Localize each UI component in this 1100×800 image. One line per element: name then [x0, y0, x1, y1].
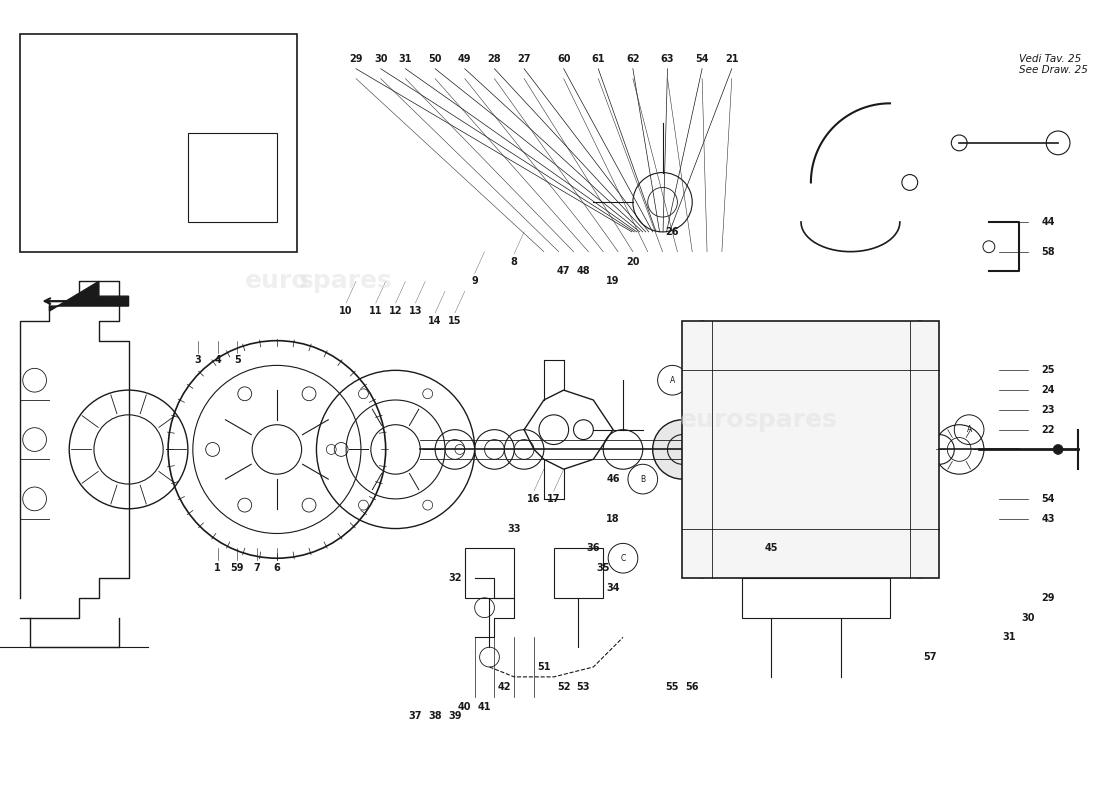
Text: 53: 53: [576, 682, 591, 692]
Text: 20: 20: [626, 257, 639, 266]
Text: 57: 57: [923, 652, 936, 662]
Text: 17: 17: [547, 494, 561, 504]
Bar: [20, 34, 297, 252]
Text: 54: 54: [695, 54, 708, 64]
Text: 27: 27: [517, 54, 531, 64]
Text: 24: 24: [1042, 385, 1055, 395]
Circle shape: [698, 327, 706, 334]
Text: 59: 59: [231, 563, 244, 573]
Text: 13: 13: [408, 306, 422, 316]
Circle shape: [1053, 445, 1063, 454]
Text: 6: 6: [274, 563, 280, 573]
Text: 25: 25: [1042, 366, 1055, 375]
Text: 50: 50: [428, 54, 442, 64]
Text: 58: 58: [1042, 246, 1055, 257]
Text: B: B: [640, 474, 646, 484]
Bar: [465, 548, 514, 598]
Text: 46: 46: [606, 474, 620, 484]
Text: 3: 3: [195, 355, 201, 366]
Text: 39: 39: [448, 711, 462, 722]
Text: spares: spares: [745, 408, 838, 432]
Text: 16: 16: [527, 494, 541, 504]
Text: 28: 28: [487, 54, 502, 64]
Bar: [553, 548, 603, 598]
Text: 45: 45: [764, 543, 778, 554]
Text: 11: 11: [368, 306, 383, 316]
Text: 2: 2: [205, 123, 211, 133]
Text: 36: 36: [586, 543, 601, 554]
Text: 29: 29: [1042, 593, 1055, 602]
Text: 48: 48: [576, 266, 591, 277]
Text: euro: euro: [244, 270, 309, 294]
Text: 14: 14: [428, 316, 442, 326]
Text: 4: 4: [214, 355, 221, 366]
Text: 34: 34: [606, 583, 620, 593]
Text: 62: 62: [626, 54, 639, 64]
Text: 29: 29: [349, 54, 363, 64]
Text: 22: 22: [1042, 425, 1055, 434]
Text: 9: 9: [471, 276, 478, 286]
Text: 52: 52: [557, 682, 571, 692]
Text: 51: 51: [537, 662, 551, 672]
Text: 26: 26: [666, 227, 679, 237]
Text: 7: 7: [254, 563, 261, 573]
Text: 1: 1: [214, 563, 221, 573]
Text: 42: 42: [497, 682, 512, 692]
Text: 56: 56: [685, 682, 698, 692]
Text: 38: 38: [428, 711, 442, 722]
Text: 44: 44: [1042, 217, 1055, 227]
Polygon shape: [50, 282, 129, 311]
Text: C: C: [620, 554, 626, 562]
Circle shape: [915, 327, 924, 334]
Text: A: A: [670, 376, 675, 385]
Text: 63: 63: [661, 54, 674, 64]
Text: 19: 19: [606, 276, 620, 286]
Text: 41: 41: [477, 702, 492, 711]
Text: 30: 30: [1022, 613, 1035, 622]
Text: 33: 33: [507, 523, 521, 534]
Text: 12: 12: [388, 306, 403, 316]
Text: 47: 47: [557, 266, 571, 277]
Text: 61: 61: [592, 54, 605, 64]
Text: 21: 21: [725, 54, 738, 64]
Text: 35: 35: [596, 563, 611, 573]
Bar: [741, 578, 890, 618]
Text: spares: spares: [299, 270, 393, 294]
Text: 37: 37: [408, 711, 422, 722]
Text: 23: 23: [1042, 405, 1055, 415]
Text: euro: euro: [680, 408, 745, 432]
Circle shape: [652, 420, 712, 479]
Text: 60: 60: [557, 54, 571, 64]
Text: 55: 55: [666, 682, 679, 692]
Text: 5: 5: [234, 355, 241, 366]
Text: 49: 49: [458, 54, 472, 64]
Text: 31: 31: [398, 54, 412, 64]
Text: 54: 54: [1042, 494, 1055, 504]
Text: 32: 32: [448, 573, 462, 583]
Text: 15: 15: [448, 316, 462, 326]
Text: 18: 18: [606, 514, 620, 524]
Text: Vedi Tav. 25
See Draw. 25: Vedi Tav. 25 See Draw. 25: [1019, 54, 1088, 75]
Text: 8: 8: [510, 257, 518, 266]
Bar: [188, 133, 277, 222]
Circle shape: [915, 564, 924, 572]
Text: A: A: [967, 425, 971, 434]
Text: 30: 30: [374, 54, 387, 64]
Text: 31: 31: [1002, 632, 1015, 642]
Text: 43: 43: [1042, 514, 1055, 524]
Bar: [682, 321, 939, 578]
Circle shape: [698, 564, 706, 572]
Text: 10: 10: [340, 306, 353, 316]
Text: 40: 40: [458, 702, 472, 711]
